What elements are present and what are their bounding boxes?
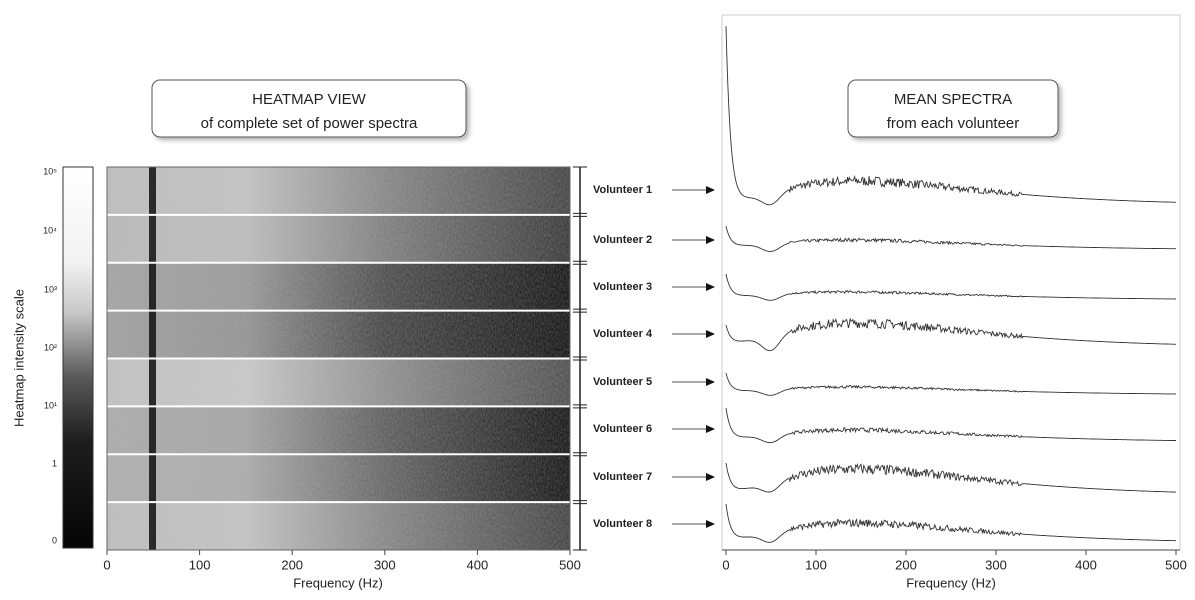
x-tick-label: 200 (281, 557, 303, 572)
colorbar-tick-label: 0 (52, 535, 57, 545)
arrow-head (706, 520, 715, 528)
spectrum-trace (725, 273, 1176, 301)
heatmap-texture (107, 214, 570, 263)
arrow-head (706, 473, 715, 481)
volunteer-label: Volunteer 5 (593, 376, 652, 388)
x-tick-label: 400 (1075, 557, 1097, 572)
spectrum-trace (725, 503, 1176, 543)
right-subtitle: from each volunteer (887, 115, 1020, 132)
volunteer-label: Volunteer 7 (593, 471, 652, 483)
heatmap-texture (107, 310, 570, 359)
left-subtitle: of complete set of power spectra (201, 115, 418, 132)
colorbar-label: Heatmap intensity scale (11, 289, 26, 427)
x-tick-label: 500 (1165, 557, 1187, 572)
x-tick-label: 0 (103, 557, 110, 572)
volunteer-label: Volunteer 8 (593, 518, 652, 530)
spectrum-trace (725, 372, 1176, 396)
arrow-head (706, 378, 715, 386)
arrow-head (706, 186, 715, 194)
volunteer-label: Volunteer 3 (593, 281, 652, 293)
title-box (151, 79, 467, 138)
x-tick-label: 400 (467, 557, 489, 572)
x-tick-label: 0 (722, 557, 729, 572)
colorbar (62, 166, 94, 549)
arrow-head (706, 330, 715, 338)
colorbar-tick-label: 10³ (44, 284, 57, 294)
colorbar-tick-label: 10⁴ (43, 225, 57, 235)
colorbar-tick-label: 1 (52, 458, 57, 468)
volunteer-label: Volunteer 2 (593, 234, 652, 246)
title-box (847, 79, 1059, 138)
heatmap-texture (107, 262, 570, 311)
heatmap-texture (107, 167, 570, 215)
x-tick-label: 200 (895, 557, 917, 572)
x-tick-label: 300 (985, 557, 1007, 572)
volunteer-label: Volunteer 1 (593, 184, 652, 196)
spectrum-trace (725, 407, 1176, 444)
x-axis-label: Frequency (Hz) (906, 575, 996, 590)
heatmap-texture (107, 358, 570, 407)
spectrum-trace (725, 25, 1176, 206)
spectrum-trace (725, 318, 1176, 352)
arrow-head (706, 236, 715, 244)
heatmap (107, 167, 570, 550)
left-title: HEATMAP VIEW (252, 91, 366, 108)
x-tick-label: 100 (189, 557, 211, 572)
volunteer-label: Volunteer 4 (593, 328, 653, 340)
x-tick-label: 300 (374, 557, 396, 572)
heatmap-texture (107, 406, 570, 455)
x-axis-label: Frequency (Hz) (293, 575, 383, 590)
x-tick-label: 500 (559, 557, 581, 572)
spectrum-trace (725, 462, 1176, 493)
heatmap-frame (106, 166, 571, 551)
heatmap-texture (107, 454, 570, 503)
colorbar-tick-label: 10¹ (44, 400, 57, 410)
spectrum-trace (725, 225, 1177, 252)
heatmap-texture (107, 502, 570, 550)
colorbar-tick-label: 10² (44, 342, 57, 352)
right-title: MEAN SPECTRA (894, 91, 1012, 108)
arrow-head (706, 425, 715, 433)
x-tick-label: 100 (805, 557, 827, 572)
colorbar-tick-label: 10⁵ (43, 166, 57, 176)
arrow-head (706, 283, 715, 291)
volunteer-label: Volunteer 6 (593, 423, 652, 435)
